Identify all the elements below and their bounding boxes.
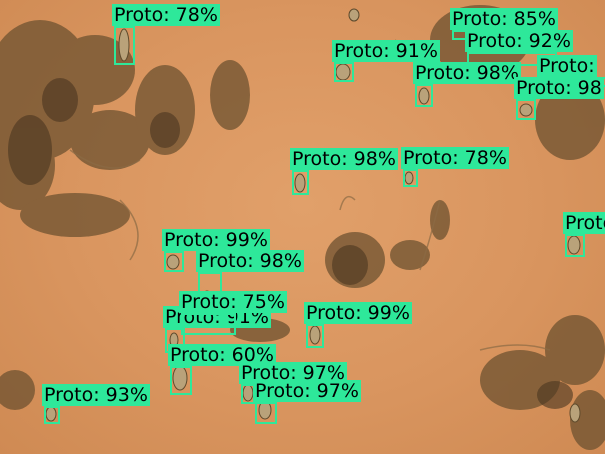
debris-dark — [8, 78, 573, 409]
detection-label: Proto: 98% — [290, 148, 398, 170]
detection-box: Proto: 78% — [401, 147, 509, 187]
detection-label: Proto: 78% — [401, 147, 509, 169]
detection-label: Proto: 60% — [168, 344, 276, 366]
detection-label: Proto: 99% — [304, 302, 412, 324]
detection-border — [44, 406, 60, 424]
detection-label: Proto: 97% — [239, 362, 347, 384]
detection-border — [403, 169, 418, 187]
detection-label: Proto: 92% — [465, 30, 573, 52]
detection-box: Proto: 97% — [253, 380, 361, 424]
detection-box: Proto: 60% — [168, 344, 276, 395]
detection-border — [415, 84, 433, 107]
detection-border — [181, 313, 236, 335]
detection-border — [255, 402, 277, 424]
detection-box: Proto: 98 — [514, 77, 604, 120]
detection-box: Proto: 99% — [304, 302, 412, 348]
detection-border — [565, 234, 585, 257]
detection-border — [164, 251, 184, 272]
detection-box: Proto: 97% — [239, 362, 347, 404]
debris — [0, 5, 605, 450]
detection-label: Proto: 85% — [450, 8, 558, 30]
detection-box: Proto: 75% — [179, 291, 287, 335]
detection-label: Proto: 98% — [413, 62, 521, 84]
detection-box: Proto — [563, 212, 605, 257]
detection-box: Proto: 98% — [413, 62, 521, 107]
detection-box: Proto: 85% — [450, 8, 572, 40]
detection-label: Proto: 98% — [196, 250, 304, 272]
detection-label: Proto: 91% — [332, 40, 440, 62]
detection-box: Proto: 99% — [162, 229, 270, 272]
detection-border — [292, 170, 309, 195]
detection-label: Proto — [563, 212, 605, 234]
detection-box: Proto: 93% — [42, 384, 150, 424]
detection-label: Proto: 93% — [42, 384, 150, 406]
detection-label: Proto: 97% — [253, 380, 361, 402]
detection-label: Proto: 99% — [162, 229, 270, 251]
detection-label: Proto: 75% — [179, 291, 287, 313]
detection-border — [306, 324, 324, 348]
detection-border — [170, 366, 192, 395]
detection-label: Proto: 98 — [514, 77, 604, 99]
detection-label: Proto: 78% — [112, 4, 220, 26]
detection-label: Proto: — [537, 55, 597, 77]
detection-box: Proto: 91% — [332, 40, 440, 82]
detection-border — [516, 99, 536, 120]
detection-box: Proto: 98% — [290, 148, 398, 195]
detection-border — [334, 62, 354, 82]
detection-border — [114, 26, 135, 65]
detection-box: Proto: 78% — [112, 4, 220, 65]
